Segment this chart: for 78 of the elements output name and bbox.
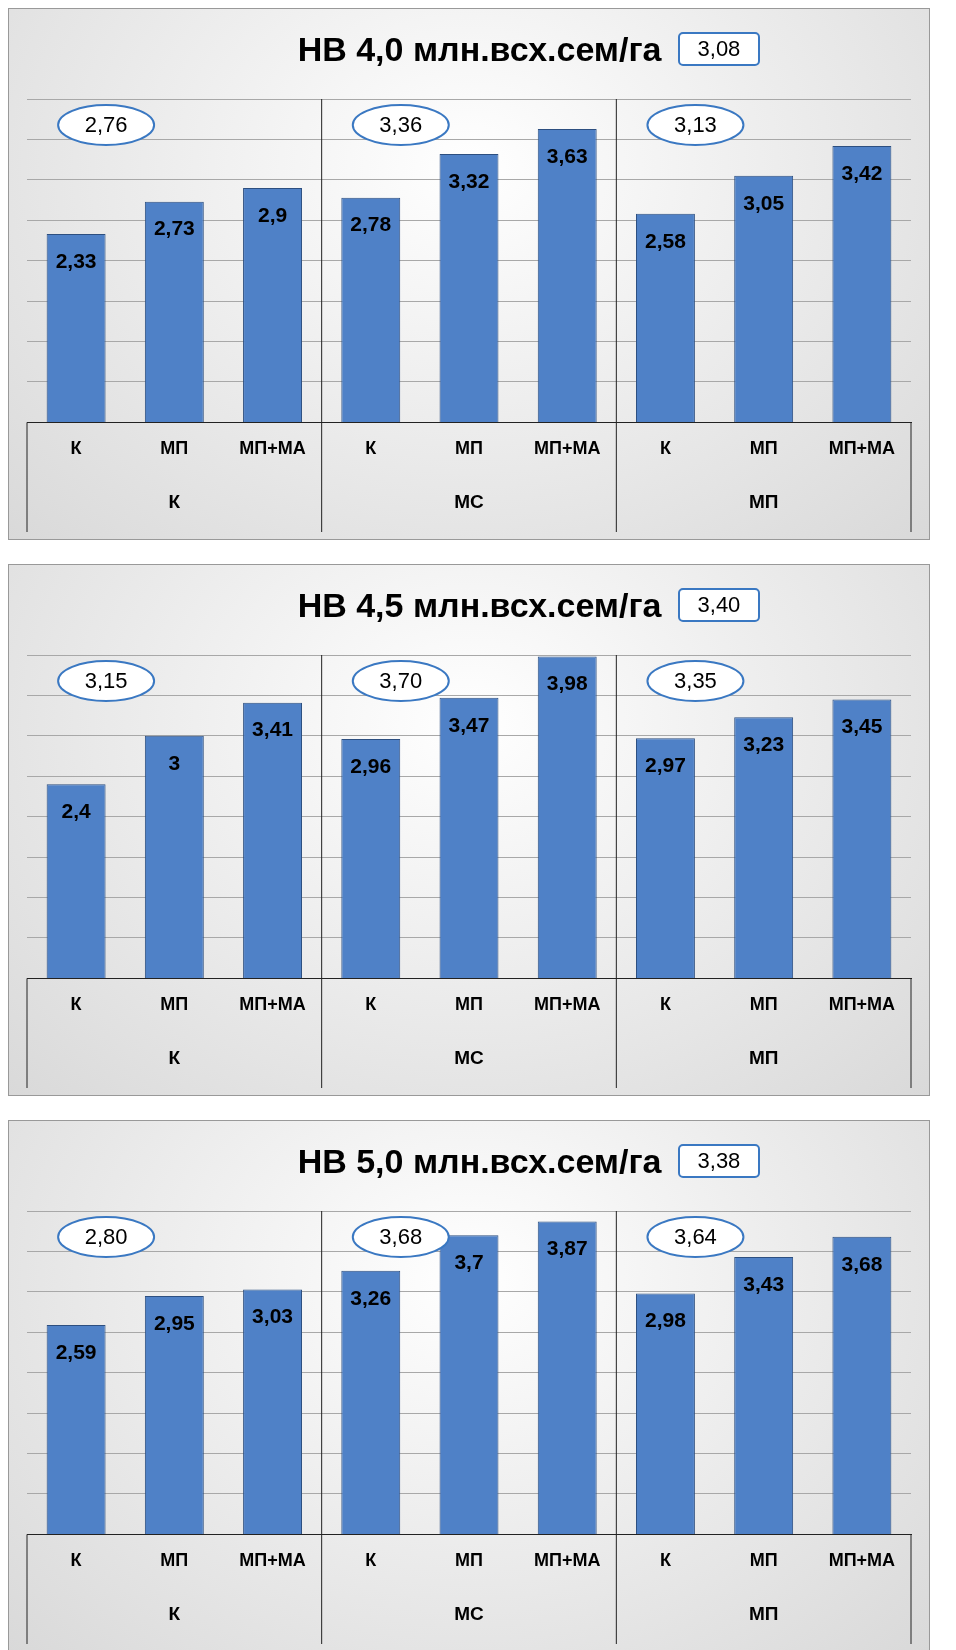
x-tick-label: МП+МА	[828, 438, 896, 459]
text: МС	[454, 1602, 485, 1624]
data-label: 3,63	[546, 143, 588, 167]
x-tick-label: К	[70, 1550, 83, 1571]
x-tick-label: К	[659, 994, 672, 1015]
x-tick-label: МП	[160, 1550, 189, 1571]
text: К	[168, 1602, 181, 1624]
x-tick-label: МП	[455, 1550, 483, 1571]
text: К	[168, 490, 181, 512]
data-label: 3	[168, 750, 181, 774]
data-label: 2,73	[153, 216, 195, 240]
data-label: 2,95	[153, 1310, 196, 1334]
annotation: 3,64	[674, 1224, 717, 1250]
data-label: 3,98	[546, 671, 588, 695]
x-tick-label: МП+МА	[239, 438, 306, 459]
data-label: 2,78	[350, 212, 392, 236]
annotation: 3,13	[674, 112, 717, 138]
data-label: 3,7	[454, 1250, 484, 1274]
x-tick-label: МП	[455, 438, 483, 459]
text: 3,38	[677, 1144, 761, 1178]
x-tick-label: К	[659, 1550, 672, 1571]
data-label: 3,26	[350, 1285, 392, 1309]
text: МП	[748, 1046, 779, 1068]
x-tick-label: МП	[160, 994, 189, 1015]
data-label: 3,23	[743, 732, 785, 756]
annotation: 3,15	[84, 668, 128, 694]
x-tick-label: МП+МА	[534, 994, 601, 1015]
data-label: 3,42	[841, 160, 883, 184]
x-tick-label: МП+МА	[828, 1550, 896, 1571]
annotation: 2,76	[84, 112, 128, 138]
x-tick-label: К	[365, 1550, 378, 1571]
data-label: 2,58	[645, 228, 687, 252]
x-tick-label: МП+МА	[534, 438, 601, 459]
x-tick-label: МП+МА	[534, 1550, 601, 1571]
chart-title: НВ 4,5 млн.всх.сем/га	[297, 585, 662, 625]
text: 3,40	[677, 588, 761, 622]
annotation: 3,36	[379, 112, 423, 138]
annotation: 2,80	[84, 1224, 128, 1250]
annotation: 3,35	[674, 668, 717, 694]
x-tick-label: МП+МА	[239, 1550, 306, 1571]
data-label: 3,41	[252, 717, 294, 741]
x-tick-label: К	[70, 438, 83, 459]
x-tick-label: К	[365, 994, 378, 1015]
x-tick-label: МП+МА	[828, 994, 896, 1015]
text: К	[168, 1046, 181, 1068]
data-label: 2,97	[645, 753, 686, 777]
text: 3,08	[677, 32, 761, 66]
text: МС	[454, 490, 485, 512]
data-label: 3,43	[743, 1271, 785, 1295]
chart-title: НВ 4,0 млн.всх.сем/га	[297, 29, 662, 69]
text: МП	[748, 490, 779, 512]
data-label: 3,03	[252, 1304, 293, 1328]
text: МП	[748, 1602, 779, 1624]
data-label: 3,32	[448, 168, 490, 192]
annotation: 3,70	[379, 668, 423, 694]
data-label: 2,98	[645, 1308, 687, 1332]
chart-title: НВ 5,0 млн.всх.сем/га	[297, 1141, 662, 1181]
data-label: 2,33	[55, 248, 97, 272]
x-tick-label: МП	[160, 438, 189, 459]
data-label: 3,45	[841, 714, 883, 738]
x-tick-label: К	[70, 994, 83, 1015]
data-label: 3,87	[546, 1236, 588, 1260]
data-label: 2,96	[350, 753, 392, 777]
data-label: 2,4	[61, 799, 92, 823]
x-tick-label: МП	[749, 438, 778, 459]
x-tick-label: МП	[749, 994, 778, 1015]
x-tick-label: МП	[455, 994, 483, 1015]
annotation: 3,68	[379, 1224, 423, 1250]
x-tick-label: МП	[749, 1550, 778, 1571]
data-label: 2,9	[257, 202, 288, 226]
data-label: 3,47	[448, 712, 490, 736]
data-label: 3,68	[841, 1251, 883, 1275]
x-tick-label: МП+МА	[239, 994, 306, 1015]
data-label: 2,59	[55, 1339, 97, 1363]
data-label: 3,05	[743, 190, 785, 214]
x-tick-label: К	[659, 438, 672, 459]
x-tick-label: К	[365, 438, 378, 459]
text: МС	[454, 1046, 485, 1068]
